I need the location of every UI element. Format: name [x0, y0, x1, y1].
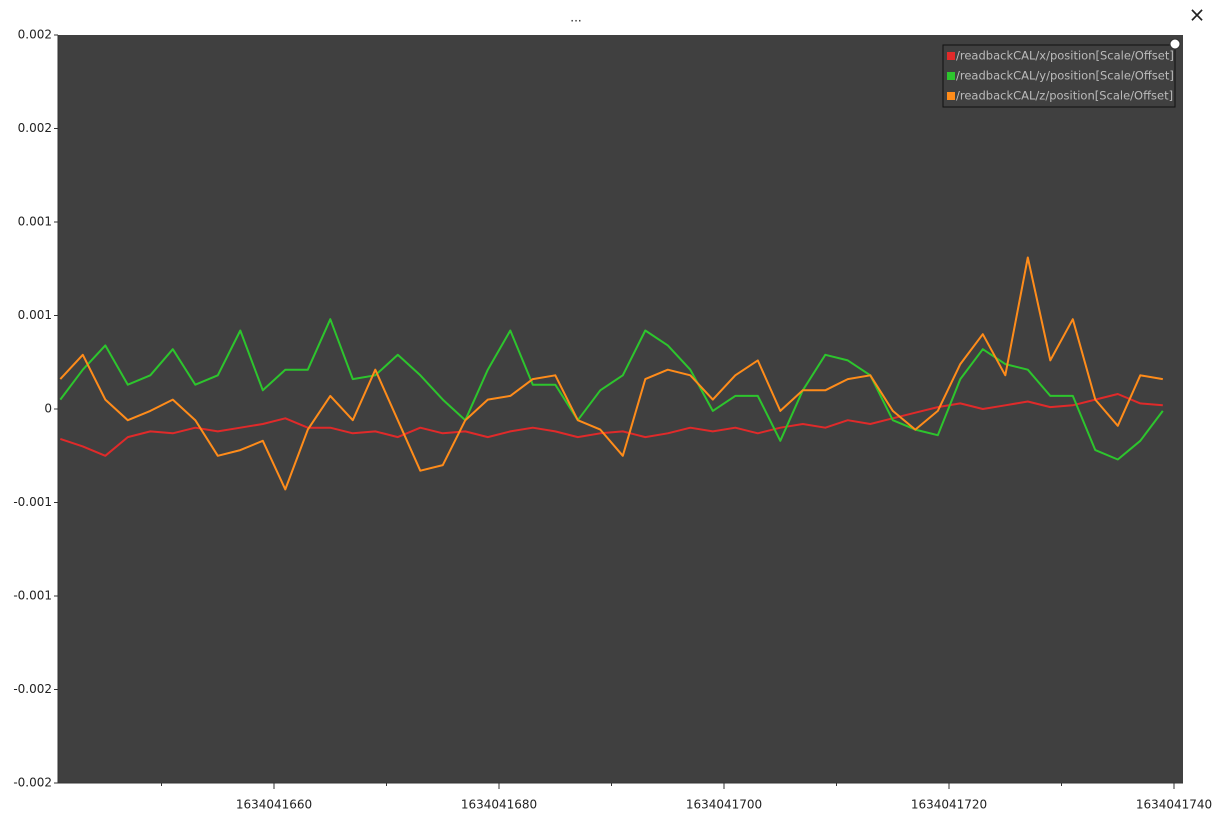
window-title: ...	[570, 11, 581, 25]
x-tick-label: 1634041660	[236, 798, 312, 812]
y-tick-label: 0.001	[18, 215, 52, 229]
series-line	[59, 318, 1164, 461]
y-tick-label: -0.001	[13, 589, 52, 603]
x-tick-label: 1634041720	[911, 798, 987, 812]
y-tick-label: 0.002	[18, 28, 52, 42]
series-line	[59, 393, 1163, 457]
close-button[interactable]: ×	[1189, 3, 1206, 27]
x-tick-label: 1634041740	[1136, 798, 1212, 812]
y-tick-label: 0.001	[18, 308, 52, 322]
legend-label: /readbackCAL/x/position[Scale/Offset]	[956, 49, 1174, 63]
legend-swatch	[947, 72, 955, 80]
legend-box	[942, 44, 1176, 108]
y-tick-label: -0.002	[13, 776, 52, 790]
y-tick-label: -0.002	[13, 682, 52, 696]
legend-label: /readbackCAL/y/position[Scale/Offset]	[956, 69, 1174, 83]
y-tick-label: 0	[44, 402, 52, 416]
legend-handle	[1169, 38, 1181, 50]
legend-label: /readbackCAL/z/position[Scale/Offset]	[956, 89, 1173, 103]
legend-swatch	[947, 92, 955, 100]
legend-swatch	[947, 52, 955, 60]
x-tick-label: 1634041700	[686, 798, 762, 812]
series-line	[59, 256, 1163, 491]
plot-area	[58, 35, 1183, 783]
x-tick-label: 1634041680	[461, 798, 537, 812]
y-tick-label: -0.001	[13, 495, 52, 509]
y-tick-label: 0.002	[18, 121, 52, 135]
